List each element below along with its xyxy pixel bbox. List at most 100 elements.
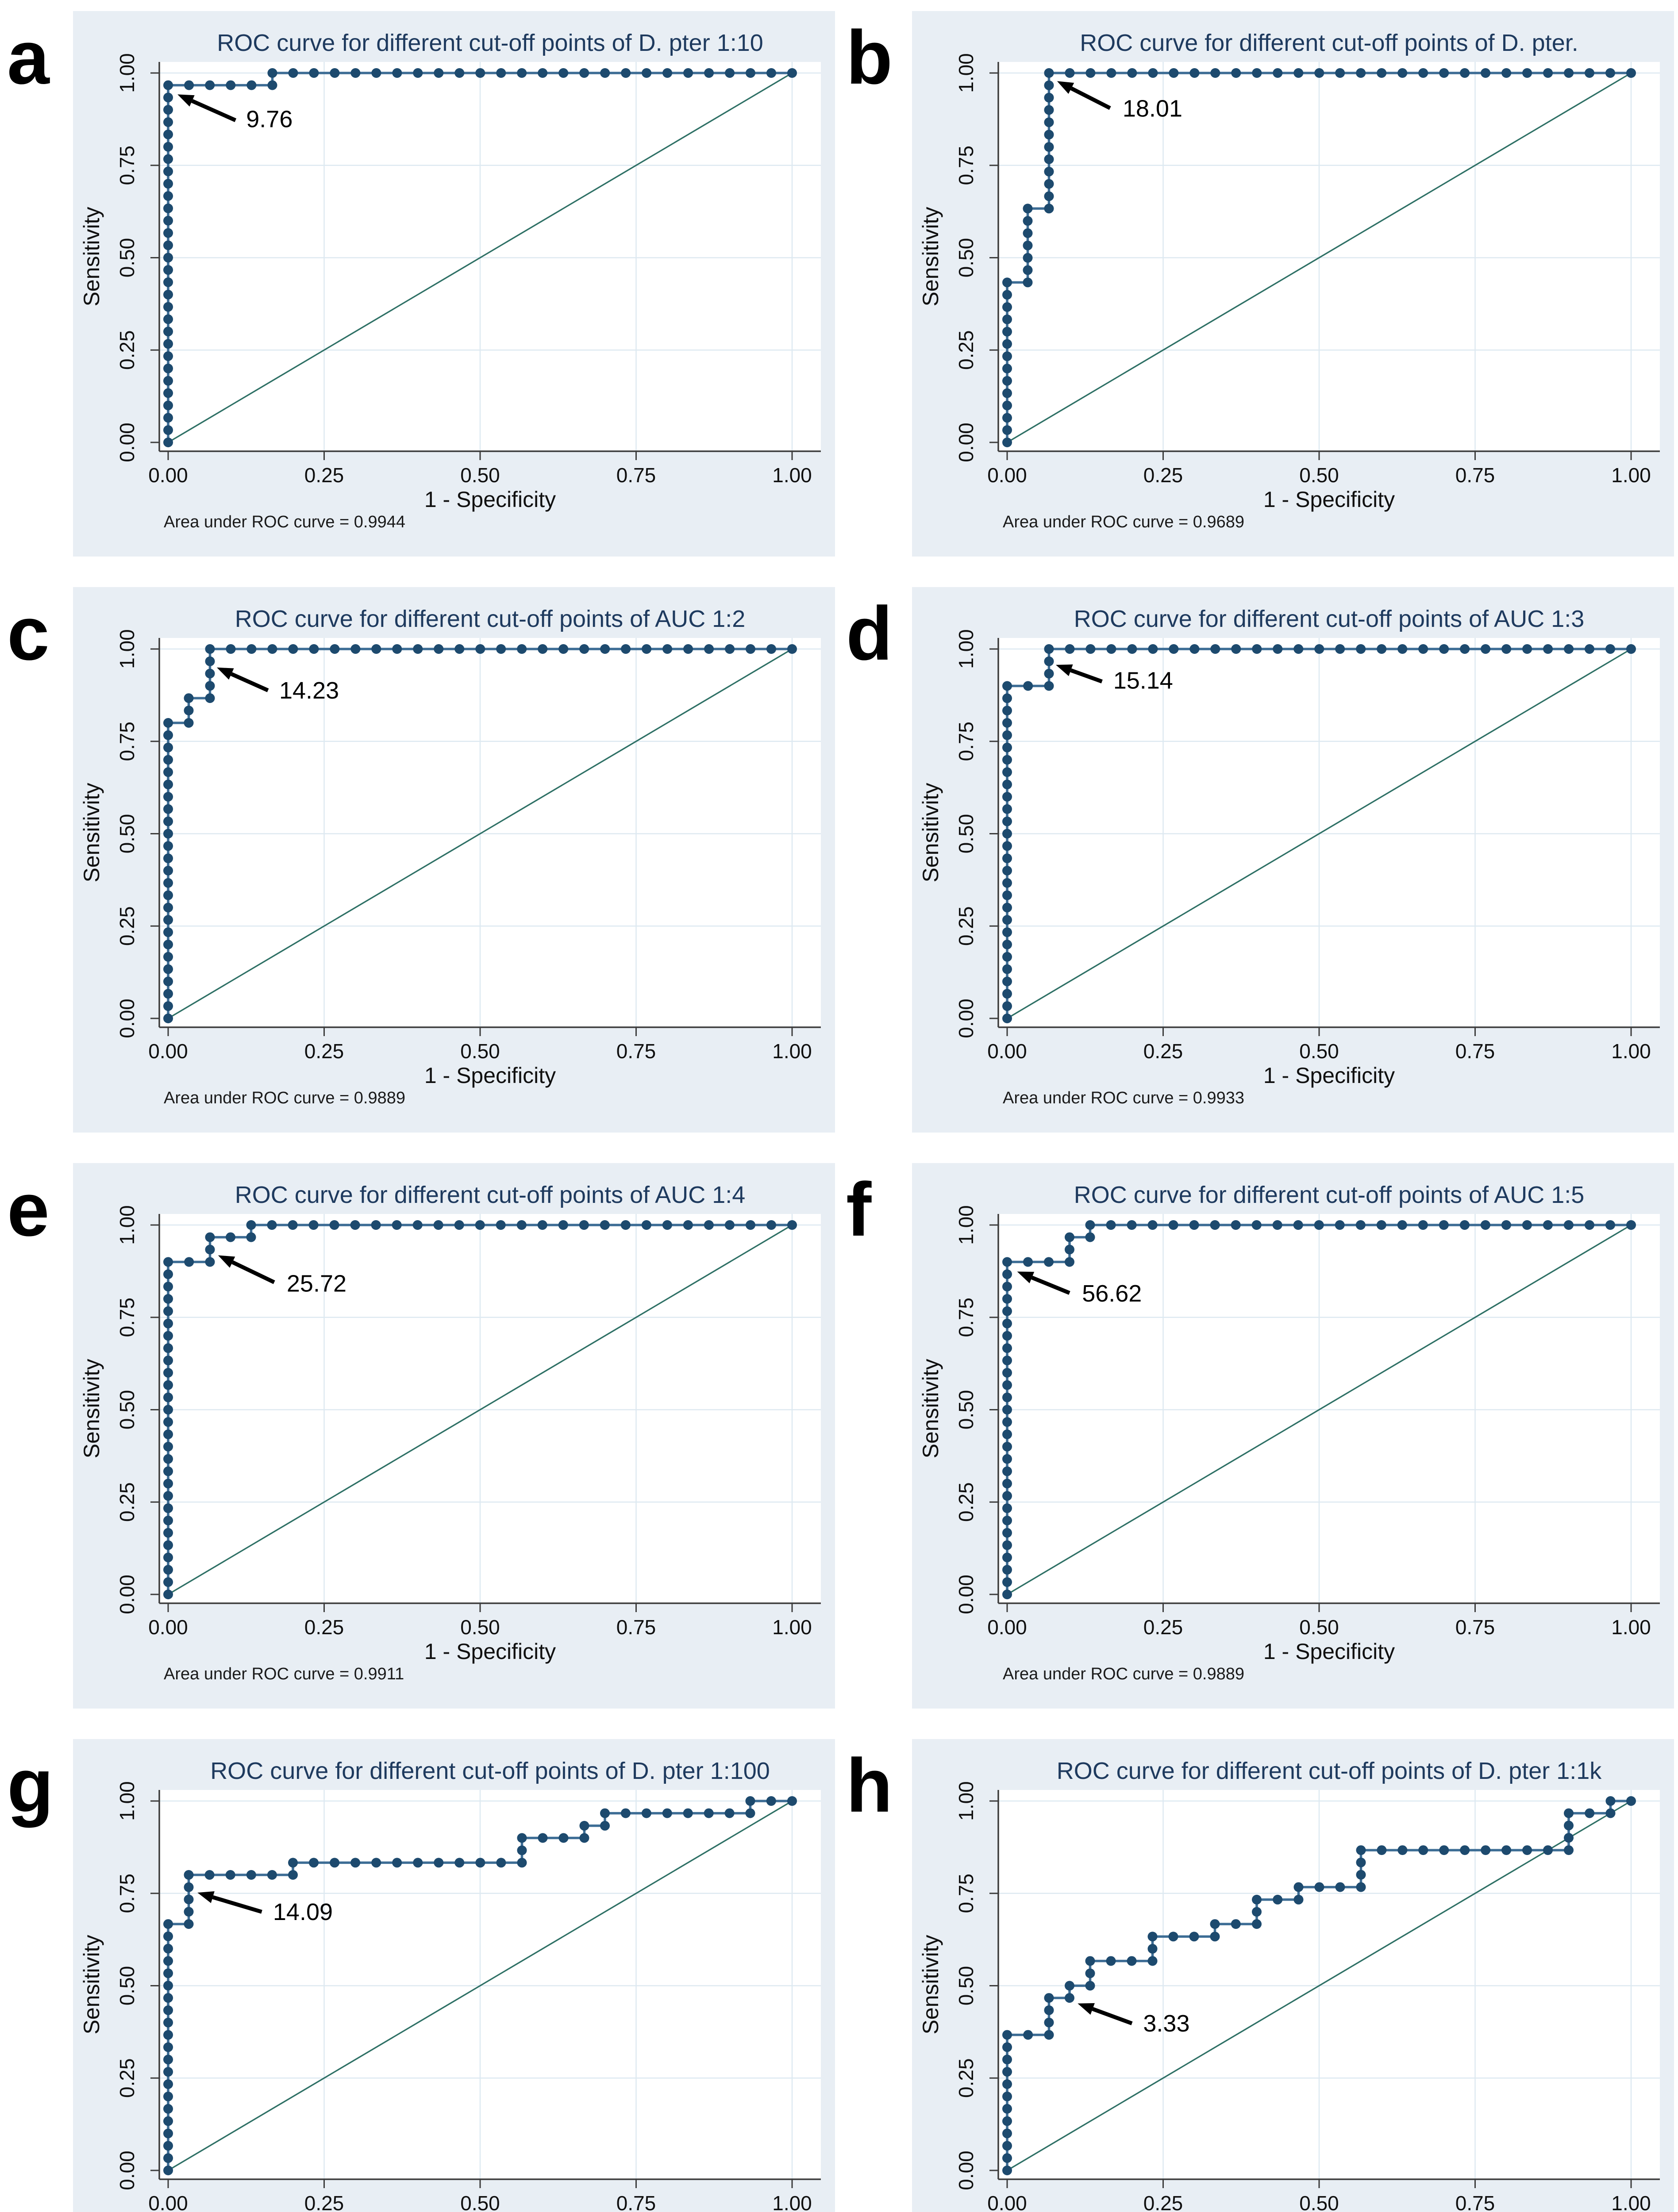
y-tick-label: 0.50: [115, 1390, 139, 1430]
roc-point: [413, 68, 423, 78]
roc-point: [1002, 1479, 1012, 1489]
y-tick-label: 0.25: [115, 2058, 139, 2098]
roc-point: [163, 718, 173, 728]
roc-point: [163, 1405, 173, 1415]
roc-point: [226, 80, 236, 90]
roc-point: [1044, 681, 1054, 691]
roc-point: [1002, 2128, 1012, 2139]
panel-title: ROC curve for different cut-off points o…: [1057, 1758, 1602, 1784]
roc-point: [1377, 644, 1387, 654]
auc-note: Area under ROC curve = 0.9911: [164, 1665, 404, 1683]
roc-point: [1044, 154, 1054, 164]
roc-point: [475, 1858, 485, 1868]
roc-point: [1002, 400, 1012, 411]
roc-panel-d: ROC curve for different cut-off points o…: [912, 587, 1674, 1133]
roc-point: [1231, 1919, 1241, 1929]
y-tick-label: 0.50: [954, 814, 978, 854]
roc-point: [163, 142, 173, 152]
roc-point: [1002, 1380, 1012, 1390]
y-tick-label: 0.75: [115, 1874, 139, 1913]
roc-point: [1480, 1220, 1490, 1230]
roc-point: [1397, 644, 1408, 654]
y-tick-label: 1.00: [954, 1205, 978, 1245]
roc-point: [662, 1808, 672, 1818]
roc-point: [1293, 68, 1304, 78]
roc-point: [516, 1220, 527, 1230]
roc-point: [454, 644, 465, 654]
roc-point: [1127, 1956, 1137, 1966]
roc-point: [746, 1220, 755, 1230]
roc-point: [1460, 1845, 1470, 1855]
auc-note: Area under ROC curve = 0.9944: [164, 513, 405, 531]
roc-point: [1085, 1220, 1095, 1230]
roc-point: [558, 644, 569, 654]
cutoff-arrow: [1092, 2007, 1133, 2025]
roc-point: [1335, 644, 1345, 654]
roc-point: [184, 693, 194, 703]
roc-point: [1044, 2017, 1054, 2028]
roc-point: [246, 644, 257, 654]
roc-point: [163, 253, 173, 263]
y-tick-label: 1.00: [115, 1781, 139, 1821]
panel-cell-c: c ROC curve for different cut-off points …: [0, 576, 839, 1152]
roc-point: [1501, 1220, 1511, 1230]
roc-point: [163, 1577, 173, 1587]
roc-point: [1002, 780, 1012, 790]
roc-point: [163, 1368, 173, 1378]
roc-point: [163, 2116, 173, 2126]
roc-point: [163, 154, 173, 164]
roc-point: [1460, 68, 1470, 78]
x-tick-label: 0.75: [1455, 464, 1495, 487]
roc-point: [1106, 644, 1116, 654]
x-tick-label: 1.00: [1611, 1040, 1651, 1063]
roc-point: [1355, 1220, 1366, 1230]
roc-point: [1044, 1257, 1054, 1267]
reference-line: [168, 1224, 793, 1595]
roc-point: [163, 1943, 173, 1954]
roc-point: [1023, 216, 1033, 226]
x-tick-label: 1.00: [1611, 2192, 1651, 2212]
roc-point: [496, 68, 506, 78]
roc-point: [330, 68, 340, 78]
y-axis-title: Sensitivity: [918, 1359, 943, 1458]
cutoff-arrow: [212, 1895, 262, 1914]
roc-point: [163, 915, 173, 925]
roc-point: [1002, 1540, 1012, 1550]
x-tick-label: 0.00: [148, 2192, 188, 2212]
roc-point: [724, 1808, 735, 1818]
roc-point: [1065, 1257, 1074, 1267]
panel-title: ROC curve for different cut-off points o…: [235, 1182, 746, 1208]
roc-point: [163, 1442, 173, 1452]
roc-point: [163, 1491, 173, 1501]
cutoff-arrowhead: [1078, 2003, 1095, 2015]
roc-point: [662, 644, 673, 654]
roc-point: [163, 2042, 173, 2052]
roc-point: [1002, 767, 1012, 777]
roc-point: [600, 1220, 610, 1230]
roc-point: [246, 1870, 256, 1880]
roc-point: [163, 1306, 173, 1316]
roc-point: [205, 1257, 215, 1267]
roc-point: [1397, 1845, 1408, 1855]
roc-point: [1044, 117, 1054, 127]
roc-point: [1314, 1882, 1324, 1892]
x-tick-label: 1.00: [772, 1040, 812, 1063]
roc-point: [1314, 644, 1324, 654]
roc-point: [662, 68, 673, 78]
panel-title: ROC curve for different cut-off points o…: [1074, 1182, 1585, 1208]
roc-point: [413, 1858, 423, 1868]
roc-point: [1023, 228, 1033, 238]
roc-point: [163, 964, 173, 974]
roc-point: [163, 1931, 173, 1941]
roc-point: [1605, 68, 1615, 78]
roc-point: [1044, 1993, 1054, 2003]
roc-point: [163, 2141, 173, 2151]
roc-point: [1585, 1808, 1595, 1818]
x-tick-label: 0.25: [304, 464, 344, 487]
x-tick-label: 1.00: [772, 464, 812, 487]
roc-point: [1044, 656, 1054, 666]
roc-point: [1335, 68, 1345, 78]
roc-point: [1106, 68, 1116, 78]
x-tick-label: 0.75: [616, 1040, 656, 1063]
roc-point: [1106, 1956, 1116, 1966]
